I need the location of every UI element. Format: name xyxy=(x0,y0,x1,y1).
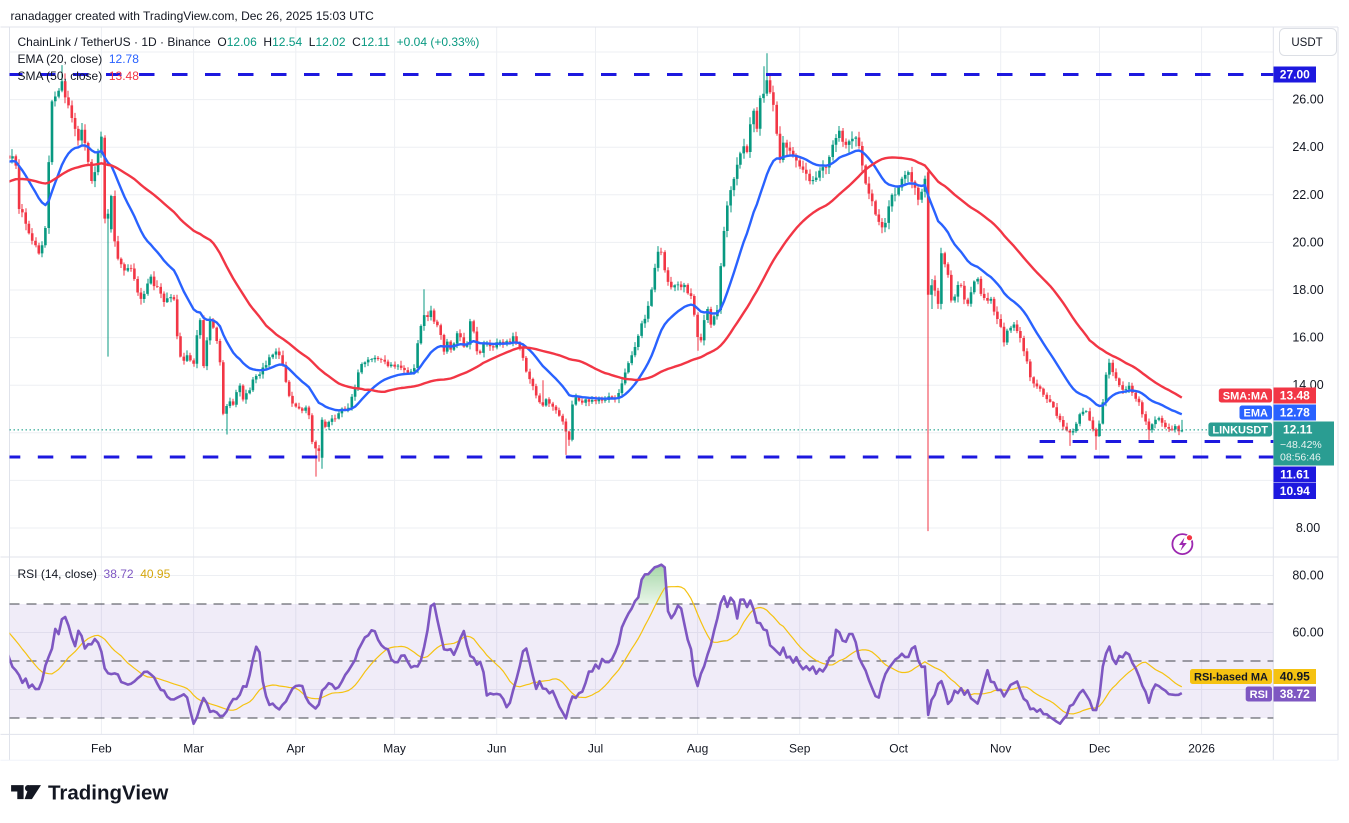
svg-text:Dec: Dec xyxy=(1089,742,1110,756)
svg-text:22.00: 22.00 xyxy=(1292,188,1323,202)
svg-text:20.00: 20.00 xyxy=(1292,235,1323,249)
svg-text:Sep: Sep xyxy=(789,742,811,756)
svg-text:USDT: USDT xyxy=(1291,37,1322,49)
svg-text:Nov: Nov xyxy=(990,742,1011,756)
svg-text:RSI (14, close) 38.72 40.95: RSI (14, close) 38.72 40.95 xyxy=(18,567,171,581)
svg-text:10.94: 10.94 xyxy=(1280,484,1310,498)
svg-text:RSI: RSI xyxy=(1250,689,1268,701)
svg-text:EMA: EMA xyxy=(1244,407,1269,419)
svg-text:18.00: 18.00 xyxy=(1292,283,1323,297)
svg-text:Aug: Aug xyxy=(687,742,708,756)
svg-text:12.78: 12.78 xyxy=(1280,406,1310,420)
svg-text:Mar: Mar xyxy=(183,742,204,756)
svg-text:Oct: Oct xyxy=(889,742,908,756)
svg-text:26.00: 26.00 xyxy=(1292,93,1323,107)
svg-text:38.72: 38.72 xyxy=(1280,687,1310,701)
svg-text:Jul: Jul xyxy=(588,742,603,756)
svg-text:May: May xyxy=(383,742,406,756)
svg-text:24.00: 24.00 xyxy=(1292,140,1323,154)
svg-text:RSI-based MA: RSI-based MA xyxy=(1194,671,1268,683)
svg-text:8.00: 8.00 xyxy=(1296,521,1320,535)
svg-text:08:56:46: 08:56:46 xyxy=(1280,452,1321,464)
svg-text:11.61: 11.61 xyxy=(1280,468,1310,482)
svg-text:ranadagger created with Tradin: ranadagger created with TradingView.com,… xyxy=(11,9,375,23)
svg-text:Feb: Feb xyxy=(91,742,112,756)
svg-text:27.00: 27.00 xyxy=(1280,68,1310,82)
svg-text:80.00: 80.00 xyxy=(1292,569,1323,583)
svg-text:12.11: 12.11 xyxy=(1283,423,1313,437)
svg-text:LINKUSDT: LINKUSDT xyxy=(1212,424,1268,436)
svg-text:Apr: Apr xyxy=(286,742,305,756)
svg-text:−48.42%: −48.42% xyxy=(1280,439,1322,451)
svg-text:ChainLink / TetherUS · 1D · Bi: ChainLink / TetherUS · 1D · Binance O12.… xyxy=(18,35,480,49)
svg-text:2026: 2026 xyxy=(1188,742,1215,756)
svg-text:40.95: 40.95 xyxy=(1280,670,1310,684)
svg-text:TradingView: TradingView xyxy=(48,782,168,805)
svg-text:60.00: 60.00 xyxy=(1292,626,1323,640)
svg-text:16.00: 16.00 xyxy=(1292,331,1323,345)
svg-text:EMA (20, close) 12.78: EMA (20, close) 12.78 xyxy=(18,52,140,66)
svg-text:SMA:MA: SMA:MA xyxy=(1223,390,1268,402)
svg-text:13.48: 13.48 xyxy=(1280,389,1310,403)
svg-text:SMA (50, close) 13.48: SMA (50, close) 13.48 xyxy=(18,69,140,83)
svg-text:Jun: Jun xyxy=(487,742,506,756)
